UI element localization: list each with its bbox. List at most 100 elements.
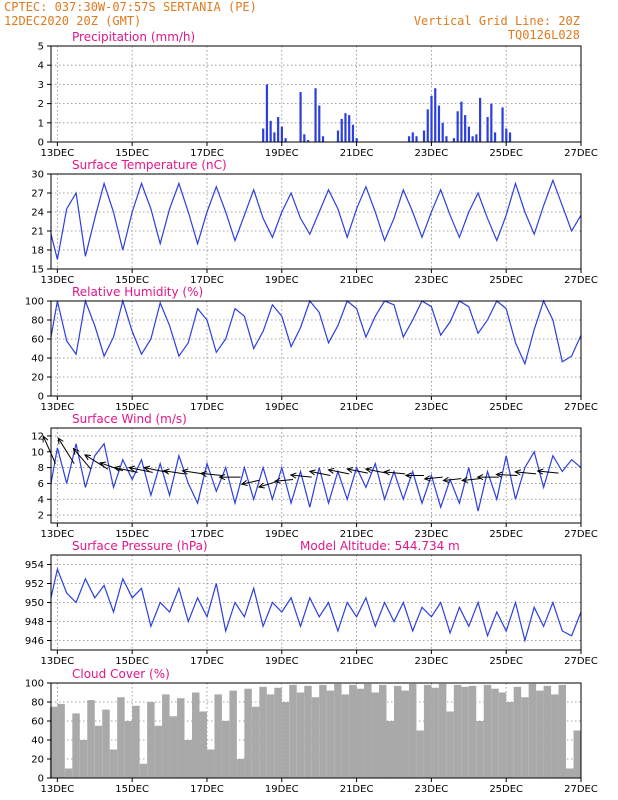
wind-x-tick-label: 25DEC <box>489 529 523 540</box>
humidity-x-tick-label: 23DEC <box>415 402 449 413</box>
cloud-bar <box>506 702 514 778</box>
precipitation-x-tick-label: 27DEC <box>564 148 598 159</box>
temperature-x-tick-label: 27DEC <box>564 275 598 286</box>
wind-arrow <box>42 435 56 464</box>
humidity-panel: 13DEC 15DEC 17DEC 19DEC 21DEC 23DEC 25DEC 27DEC… <box>25 285 598 413</box>
cloud-bar <box>169 716 178 778</box>
cloud-bar <box>206 749 215 778</box>
cloud-bar <box>349 684 357 778</box>
pressure-y-tick-label: 948 <box>25 617 44 628</box>
cloud-cover-title: Cloud Cover (%) <box>72 667 170 681</box>
cloud-cover-y-tick-label: 60 <box>31 717 44 728</box>
cloud-bar <box>498 692 507 778</box>
pressure-x-tick-label: 17DEC <box>190 656 224 667</box>
precipitation-x-tick-label: 13DEC <box>40 148 74 159</box>
cloud-bar <box>558 684 567 778</box>
wind-arrow <box>128 465 153 473</box>
humidity-x-tick-label: 17DEC <box>190 402 224 413</box>
precip-bar <box>464 115 467 142</box>
wind-arrow <box>218 474 241 481</box>
cloud-bar <box>102 709 110 778</box>
cloud-bar <box>319 684 327 778</box>
wind-arrow <box>514 469 537 476</box>
precip-bar <box>493 132 497 142</box>
precip-bar <box>355 138 358 142</box>
temperature-x-tick-label: 23DEC <box>415 275 449 286</box>
wind-y-tick-label: 4 <box>38 495 44 506</box>
precip-bar <box>486 117 489 142</box>
cloud-cover-y-tick-label: 40 <box>31 736 44 747</box>
precip-bar <box>336 130 340 142</box>
precipitation-y-tick-label: 2 <box>38 99 44 110</box>
cloud-bar <box>446 711 454 778</box>
precipitation-x-tick-label: 19DEC <box>265 148 299 159</box>
temperature-y-tick-label: 18 <box>31 246 44 257</box>
precip-bar <box>426 109 429 142</box>
cloud-bar <box>139 763 148 778</box>
cloud-bar <box>566 768 574 778</box>
wind-arrow <box>199 470 222 477</box>
cloud-bar <box>87 700 95 778</box>
humidity-x-tick-label: 27DEC <box>564 402 598 413</box>
precipitation-x-tick-label: 15DEC <box>115 148 149 159</box>
cloud-bar <box>393 685 402 778</box>
precip-bar <box>407 136 411 142</box>
cloud-bar <box>214 694 222 778</box>
temperature-y-tick-label: 24 <box>31 208 44 219</box>
pressure-y-tick-label: 946 <box>25 636 44 647</box>
wind-arrow <box>240 479 260 487</box>
precip-bar <box>314 88 317 142</box>
cloud-bar <box>72 713 80 778</box>
precip-bar <box>348 115 351 142</box>
wind-arrow <box>495 471 518 478</box>
humidity-frame <box>50 300 582 397</box>
cloud-bar <box>416 730 424 778</box>
temperature-x-tick-label: 13DEC <box>40 275 74 286</box>
cloud-bar <box>199 711 207 778</box>
wind-arrow <box>346 467 368 474</box>
cloud-bar <box>423 684 432 778</box>
pressure-x-tick-label: 23DEC <box>415 656 449 667</box>
cloud-bar <box>259 686 267 778</box>
wind-arrow <box>289 472 312 479</box>
precip-bar <box>422 130 426 142</box>
precip-bar <box>306 140 310 142</box>
cloud-bar <box>453 684 462 778</box>
precip-bar <box>277 117 280 142</box>
cloud-cover-x-tick-label: 21DEC <box>340 784 374 795</box>
precip-bar <box>262 128 265 142</box>
temperature-panel: 13DEC 15DEC 17DEC 19DEC 21DEC 23DEC 25DEC 27DEC… <box>31 158 598 286</box>
humidity-y-tick-label: 40 <box>31 354 44 365</box>
precip-bar <box>441 122 444 142</box>
cloud-bar <box>408 683 417 778</box>
cloud-cover-y-tick-label: 20 <box>31 755 44 766</box>
precip-bar <box>321 136 325 142</box>
cloud-cover-x-tick-label: 25DEC <box>489 784 523 795</box>
wind-x-tick-label: 15DEC <box>115 529 149 540</box>
precip-bar <box>471 136 474 142</box>
temperature-x-tick-label: 21DEC <box>340 275 374 286</box>
wind-y-tick-label: 2 <box>38 511 44 522</box>
wind-arrow <box>113 465 138 473</box>
precip-bar <box>344 113 347 142</box>
cloud-bar <box>192 692 200 778</box>
cloud-bar <box>57 703 65 778</box>
cloud-cover-frame <box>50 682 582 779</box>
precip-bar <box>467 126 470 142</box>
pressure-x-tick-label: 19DEC <box>265 656 299 667</box>
humidity-y-tick-label: 100 <box>25 297 44 308</box>
wind-arrow <box>257 481 277 489</box>
wind-arrow <box>442 476 462 483</box>
humidity-x-tick-label: 25DEC <box>489 402 523 413</box>
cloud-bar <box>79 740 88 778</box>
humidity-title: Relative Humidity (%) <box>72 285 203 299</box>
precip-bar <box>351 124 355 142</box>
wind-arrow <box>308 469 331 476</box>
cloud-bar <box>491 688 499 778</box>
wind-frame <box>50 427 582 524</box>
pressure-panel: 13DEC 15DEC 17DEC 19DEC 21DEC 23DEC 25DEC 27DEC… <box>25 539 598 667</box>
cloud-bar <box>513 686 522 778</box>
cloud-bar <box>94 725 103 778</box>
cloud-bar <box>266 694 275 778</box>
cloud-bar <box>49 706 58 778</box>
